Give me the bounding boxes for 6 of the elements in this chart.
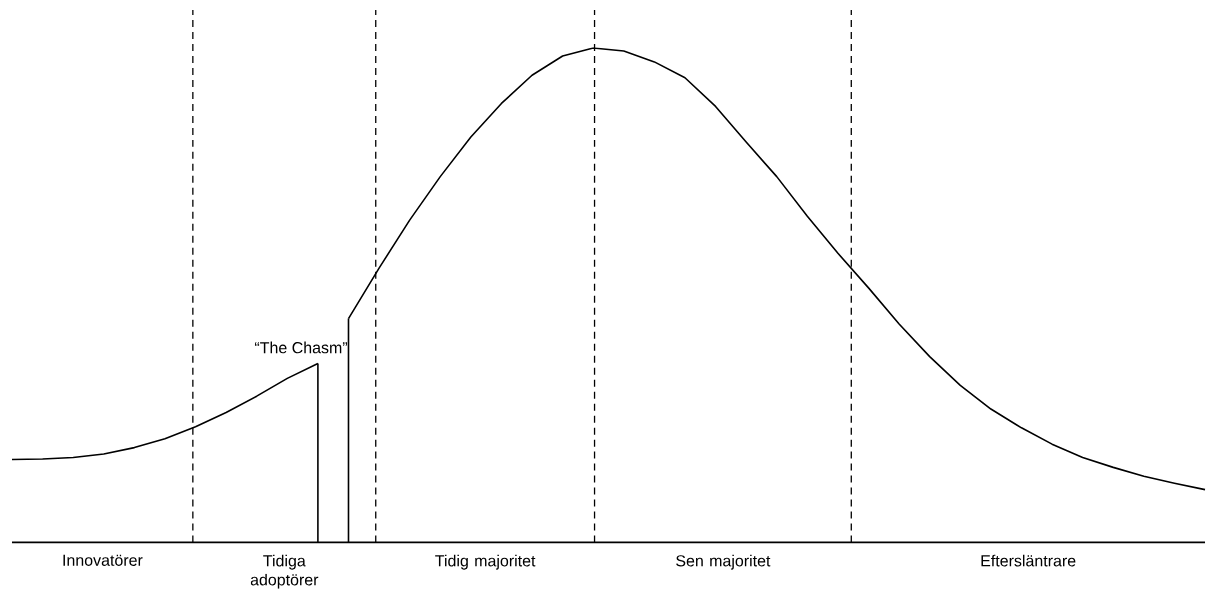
- text: Sen majoritet: [676, 554, 771, 570]
- annotation: “The Chasm”: [254, 341, 348, 354]
- text: Eftersläntrare: [981, 554, 1076, 567]
- text: Tidiga adoptörer: [250, 554, 319, 589]
- text: Tidig majoritet: [435, 554, 536, 570]
- text: Innovatörer: [63, 554, 143, 567]
